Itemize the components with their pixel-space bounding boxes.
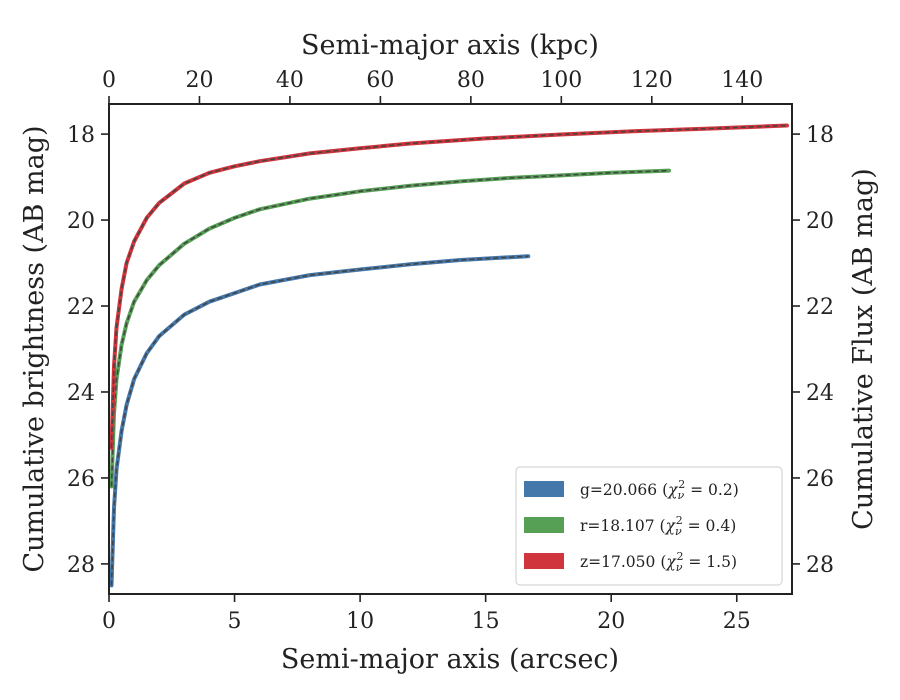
- x2-axis-title: Semi-major axis (kpc): [301, 30, 599, 61]
- y2-tick-label-0: 18: [806, 123, 834, 148]
- series-layer: [109, 123, 789, 588]
- y-tick-label-4: 26: [67, 467, 95, 492]
- y2-tick-label-3: 24: [806, 381, 834, 406]
- legend-label-2: z=17.050 (χν2 = 1.5): [580, 550, 737, 574]
- x2-tick-label-0: 0: [102, 68, 116, 93]
- y2-tick-label-4: 26: [806, 467, 834, 492]
- y2-axis-title: Cumulative Flux (AB mag): [848, 168, 879, 530]
- x2-tick-label-1: 20: [185, 68, 213, 93]
- legend-label-0: g=20.066 (χν2 = 0.2): [580, 478, 739, 502]
- x-tick-label-4: 20: [597, 609, 625, 634]
- legend-swatch-2: [524, 553, 564, 569]
- ticks-layer: 0 5 10 15 20 25 0 20 40 60 80 100 120 140 18 18 20 20 22 22…: [67, 68, 834, 634]
- x2-tick-label-2: 40: [276, 68, 304, 93]
- y-axis-title: Cumulative brightness (AB mag): [19, 125, 50, 572]
- x2-tick-label-4: 80: [457, 68, 485, 93]
- y-tick-label-3: 24: [67, 381, 95, 406]
- series-line-1: [109, 168, 671, 489]
- x-tick-label-2: 10: [346, 609, 374, 634]
- y2-tick-label-5: 28: [806, 553, 834, 578]
- legend-swatch-1: [524, 517, 564, 533]
- x-axis-title: Semi-major axis (arcsec): [281, 644, 619, 675]
- x-tick-label-5: 25: [723, 609, 751, 634]
- series-model-line-0: [110, 255, 529, 586]
- y-tick-label-5: 28: [67, 553, 95, 578]
- plot-frame: [108, 103, 793, 595]
- series-line-2: [109, 123, 789, 450]
- series-model-line-2: [110, 124, 788, 448]
- x2-tick-label-5: 100: [540, 68, 582, 93]
- legend-frame: [515, 466, 783, 586]
- legend-label-1: r=18.107 (χν2 = 0.4): [580, 514, 736, 538]
- x-tick-label-3: 15: [472, 609, 500, 634]
- y2-tick-label-2: 22: [806, 295, 834, 320]
- y-tick-label-2: 22: [67, 295, 95, 320]
- x2-tick-label-7: 140: [721, 68, 763, 93]
- series-model-line-1: [110, 169, 670, 487]
- series-line-0: [109, 254, 531, 588]
- legend: g=20.066 (χν2 = 0.2) r=18.107 (χν2 = 0.4)…: [515, 466, 783, 586]
- y-tick-label-0: 18: [67, 123, 95, 148]
- y2-tick-label-1: 20: [806, 209, 834, 234]
- y-tick-label-1: 20: [67, 209, 95, 234]
- x2-tick-label-6: 120: [631, 68, 673, 93]
- x-tick-label-1: 5: [228, 609, 242, 634]
- legend-swatch-0: [524, 481, 564, 497]
- x2-tick-label-3: 60: [366, 68, 394, 93]
- x-tick-label-0: 0: [102, 609, 116, 634]
